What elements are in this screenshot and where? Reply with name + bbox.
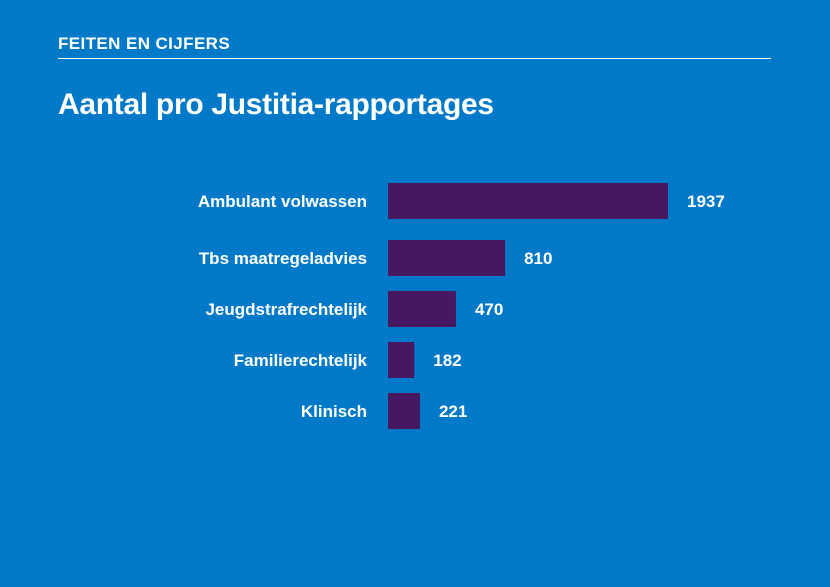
- value-label: 470: [475, 300, 503, 319]
- bar: [388, 393, 420, 429]
- bar: [388, 183, 668, 219]
- category-label: Ambulant volwassen: [198, 192, 367, 211]
- category-label: Tbs maatregeladvies: [199, 249, 367, 268]
- value-label: 221: [439, 402, 467, 421]
- bar: [388, 240, 506, 276]
- category-label: Jeugdstrafrechtelijk: [205, 300, 367, 319]
- category-label: Familierechtelijk: [234, 351, 368, 370]
- section-kicker: FEITEN EN CIJFERS: [58, 34, 231, 53]
- header-divider: [58, 58, 771, 59]
- value-label: 1937: [687, 192, 725, 211]
- bar: [388, 291, 456, 327]
- value-label: 182: [433, 351, 461, 370]
- chart-title: Aantal pro Justitia-rapportages: [58, 88, 494, 121]
- bar: [388, 342, 415, 378]
- category-label: Klinisch: [301, 402, 367, 421]
- value-label: 810: [524, 249, 552, 268]
